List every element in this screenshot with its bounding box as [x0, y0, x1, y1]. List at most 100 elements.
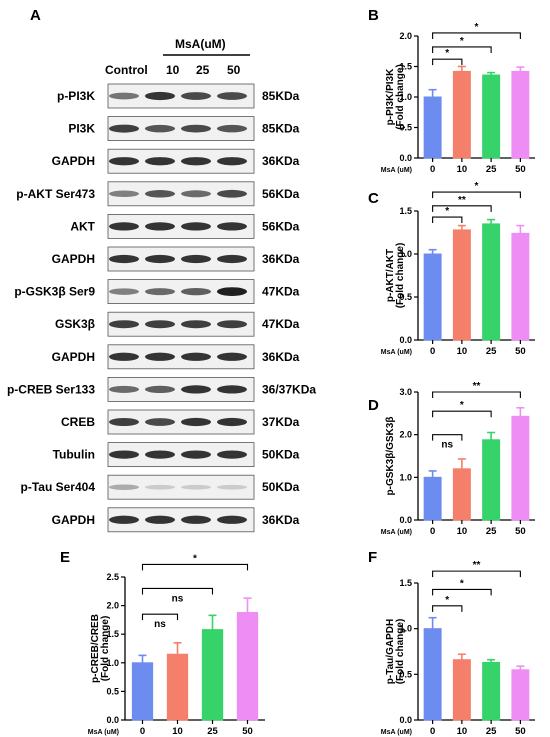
blot-row: CREB 37KDa: [61, 409, 300, 435]
blot-band: [109, 320, 139, 329]
bar: [452, 70, 471, 159]
blot-band: [181, 450, 211, 459]
blot-row: p-CREB Ser133 36/37KDa: [7, 376, 316, 402]
blot-band: [217, 157, 247, 166]
significance-bracket: [432, 410, 492, 418]
molecular-weight-label: 56KDa: [262, 219, 300, 233]
blot-band: [217, 287, 247, 296]
molecular-weight-label: 85KDa: [262, 89, 300, 103]
x-tick-label: 0: [430, 346, 435, 357]
y-tick-label: 2.0: [399, 430, 412, 440]
x-tick-label: 25: [486, 526, 497, 537]
blot-band: [109, 385, 139, 393]
blot-band: [181, 352, 211, 361]
y-tick-label: 1.5: [399, 206, 412, 216]
molecular-weight-label: 37KDa: [262, 415, 300, 429]
blot-band: [109, 352, 139, 361]
significance-bracket: [432, 205, 492, 212]
significance-label: ns: [172, 593, 184, 604]
molecular-weight-label: 47KDa: [262, 285, 300, 299]
blot-band: [217, 352, 247, 361]
molecular-weight-label: 36KDa: [262, 154, 300, 168]
blot-row: p-PI3K 85KDa: [57, 83, 300, 109]
significance-bracket: [432, 588, 492, 596]
lane-label-25: 25: [196, 63, 210, 77]
y-tick-label: 1.5: [399, 62, 412, 72]
blot-band: [145, 254, 175, 264]
significance-bracket: [432, 46, 492, 53]
panel-letter: F: [368, 549, 377, 566]
blot-band: [145, 450, 175, 459]
x-axis-title: MsA (uM): [381, 167, 412, 174]
molecular-weight-label: 50KDa: [262, 448, 300, 462]
x-axis-title: MsA (uM): [381, 529, 412, 536]
x-tick-label: 25: [486, 346, 497, 357]
significance-label: *: [445, 48, 449, 59]
panel-letter-a: A: [30, 7, 41, 24]
x-tick-label: 10: [172, 726, 183, 737]
x-axis-title: MsA (uM): [88, 729, 119, 736]
molecular-weight-label: 50KDa: [262, 480, 300, 494]
bar: [452, 468, 471, 521]
x-tick-label: 10: [457, 164, 468, 175]
y-tick-label: 0.5: [399, 123, 412, 133]
blot-protein-label: p-AKT Ser473: [16, 187, 95, 201]
y-tick-label: 2.5: [106, 572, 119, 582]
blot-band: [145, 157, 175, 166]
bar: [511, 70, 530, 159]
blot-band: [145, 515, 175, 524]
blot-protein-label: GSK3β: [55, 317, 95, 331]
y-axis-label: p-GSK3β/GSK3β: [385, 417, 396, 496]
blot-protein-label: AKT: [70, 219, 95, 233]
blot-band: [109, 515, 139, 524]
blot-band: [145, 352, 175, 361]
x-tick-label: 10: [457, 726, 468, 737]
blot-protein-label: p-Tau Ser404: [21, 480, 96, 494]
blot-band: [145, 288, 175, 296]
blot-band: [109, 484, 139, 490]
blot-band: [109, 288, 139, 295]
blot-row: p-AKT Ser473 56KDa: [16, 181, 300, 207]
blot-protein-label: Tubulin: [53, 448, 95, 462]
significance-bracket: [432, 58, 463, 66]
bar-chart-e: E 0.0 0.5 1.0 1.5 2.0 2.5 p-CREB/CREB (Fold chan…: [60, 549, 265, 737]
bar: [166, 653, 189, 721]
bar: [236, 611, 259, 721]
blot-band: [217, 484, 247, 490]
y-tick-label: 0.0: [106, 715, 119, 725]
blot-row: p-GSK3β Ser9 47KDa: [14, 279, 300, 305]
blot-band: [109, 254, 139, 264]
blot-band: [181, 484, 211, 490]
blot-band: [181, 287, 211, 296]
x-tick-label: 50: [515, 164, 526, 175]
blot-band: [181, 254, 211, 264]
x-tick-label: 50: [515, 346, 526, 357]
y-tick-label: 0.0: [399, 515, 412, 525]
y-tick-label: 1.5: [399, 578, 412, 588]
x-tick-label: 0: [140, 726, 145, 737]
significance-label: **: [473, 560, 481, 571]
lane-label-50: 50: [227, 63, 241, 77]
bar-chart-d: D 0.0 1.0 2.0 3.0 p-GSK3β/GSK3β 0 10 25 50 MsA (uM…: [368, 381, 535, 537]
significance-label: *: [445, 595, 449, 606]
y-tick-label: 1.0: [399, 472, 412, 482]
blot-band: [181, 157, 211, 166]
blot-band: [145, 418, 175, 426]
blot-band: [145, 91, 175, 101]
y-tick-label: 0.5: [399, 292, 412, 302]
blot-row: PI3K 85KDa: [68, 116, 300, 141]
y-axis-label-unit: (Fold change): [395, 64, 406, 130]
molecular-weight-label: 36/37KDa: [262, 382, 316, 396]
blot-band: [181, 124, 211, 133]
molecular-weight-label: 47KDa: [262, 317, 300, 331]
significance-label: *: [460, 36, 464, 47]
blot-band: [217, 320, 247, 329]
x-axis-title: MsA (uM): [381, 349, 412, 356]
blot-band: [181, 320, 211, 329]
lane-label-control: Control: [105, 63, 148, 77]
bar: [423, 96, 442, 159]
blot-band: [109, 124, 139, 133]
blot-band: [109, 157, 139, 166]
bar: [423, 628, 442, 721]
y-tick-label: 0.0: [399, 715, 412, 725]
